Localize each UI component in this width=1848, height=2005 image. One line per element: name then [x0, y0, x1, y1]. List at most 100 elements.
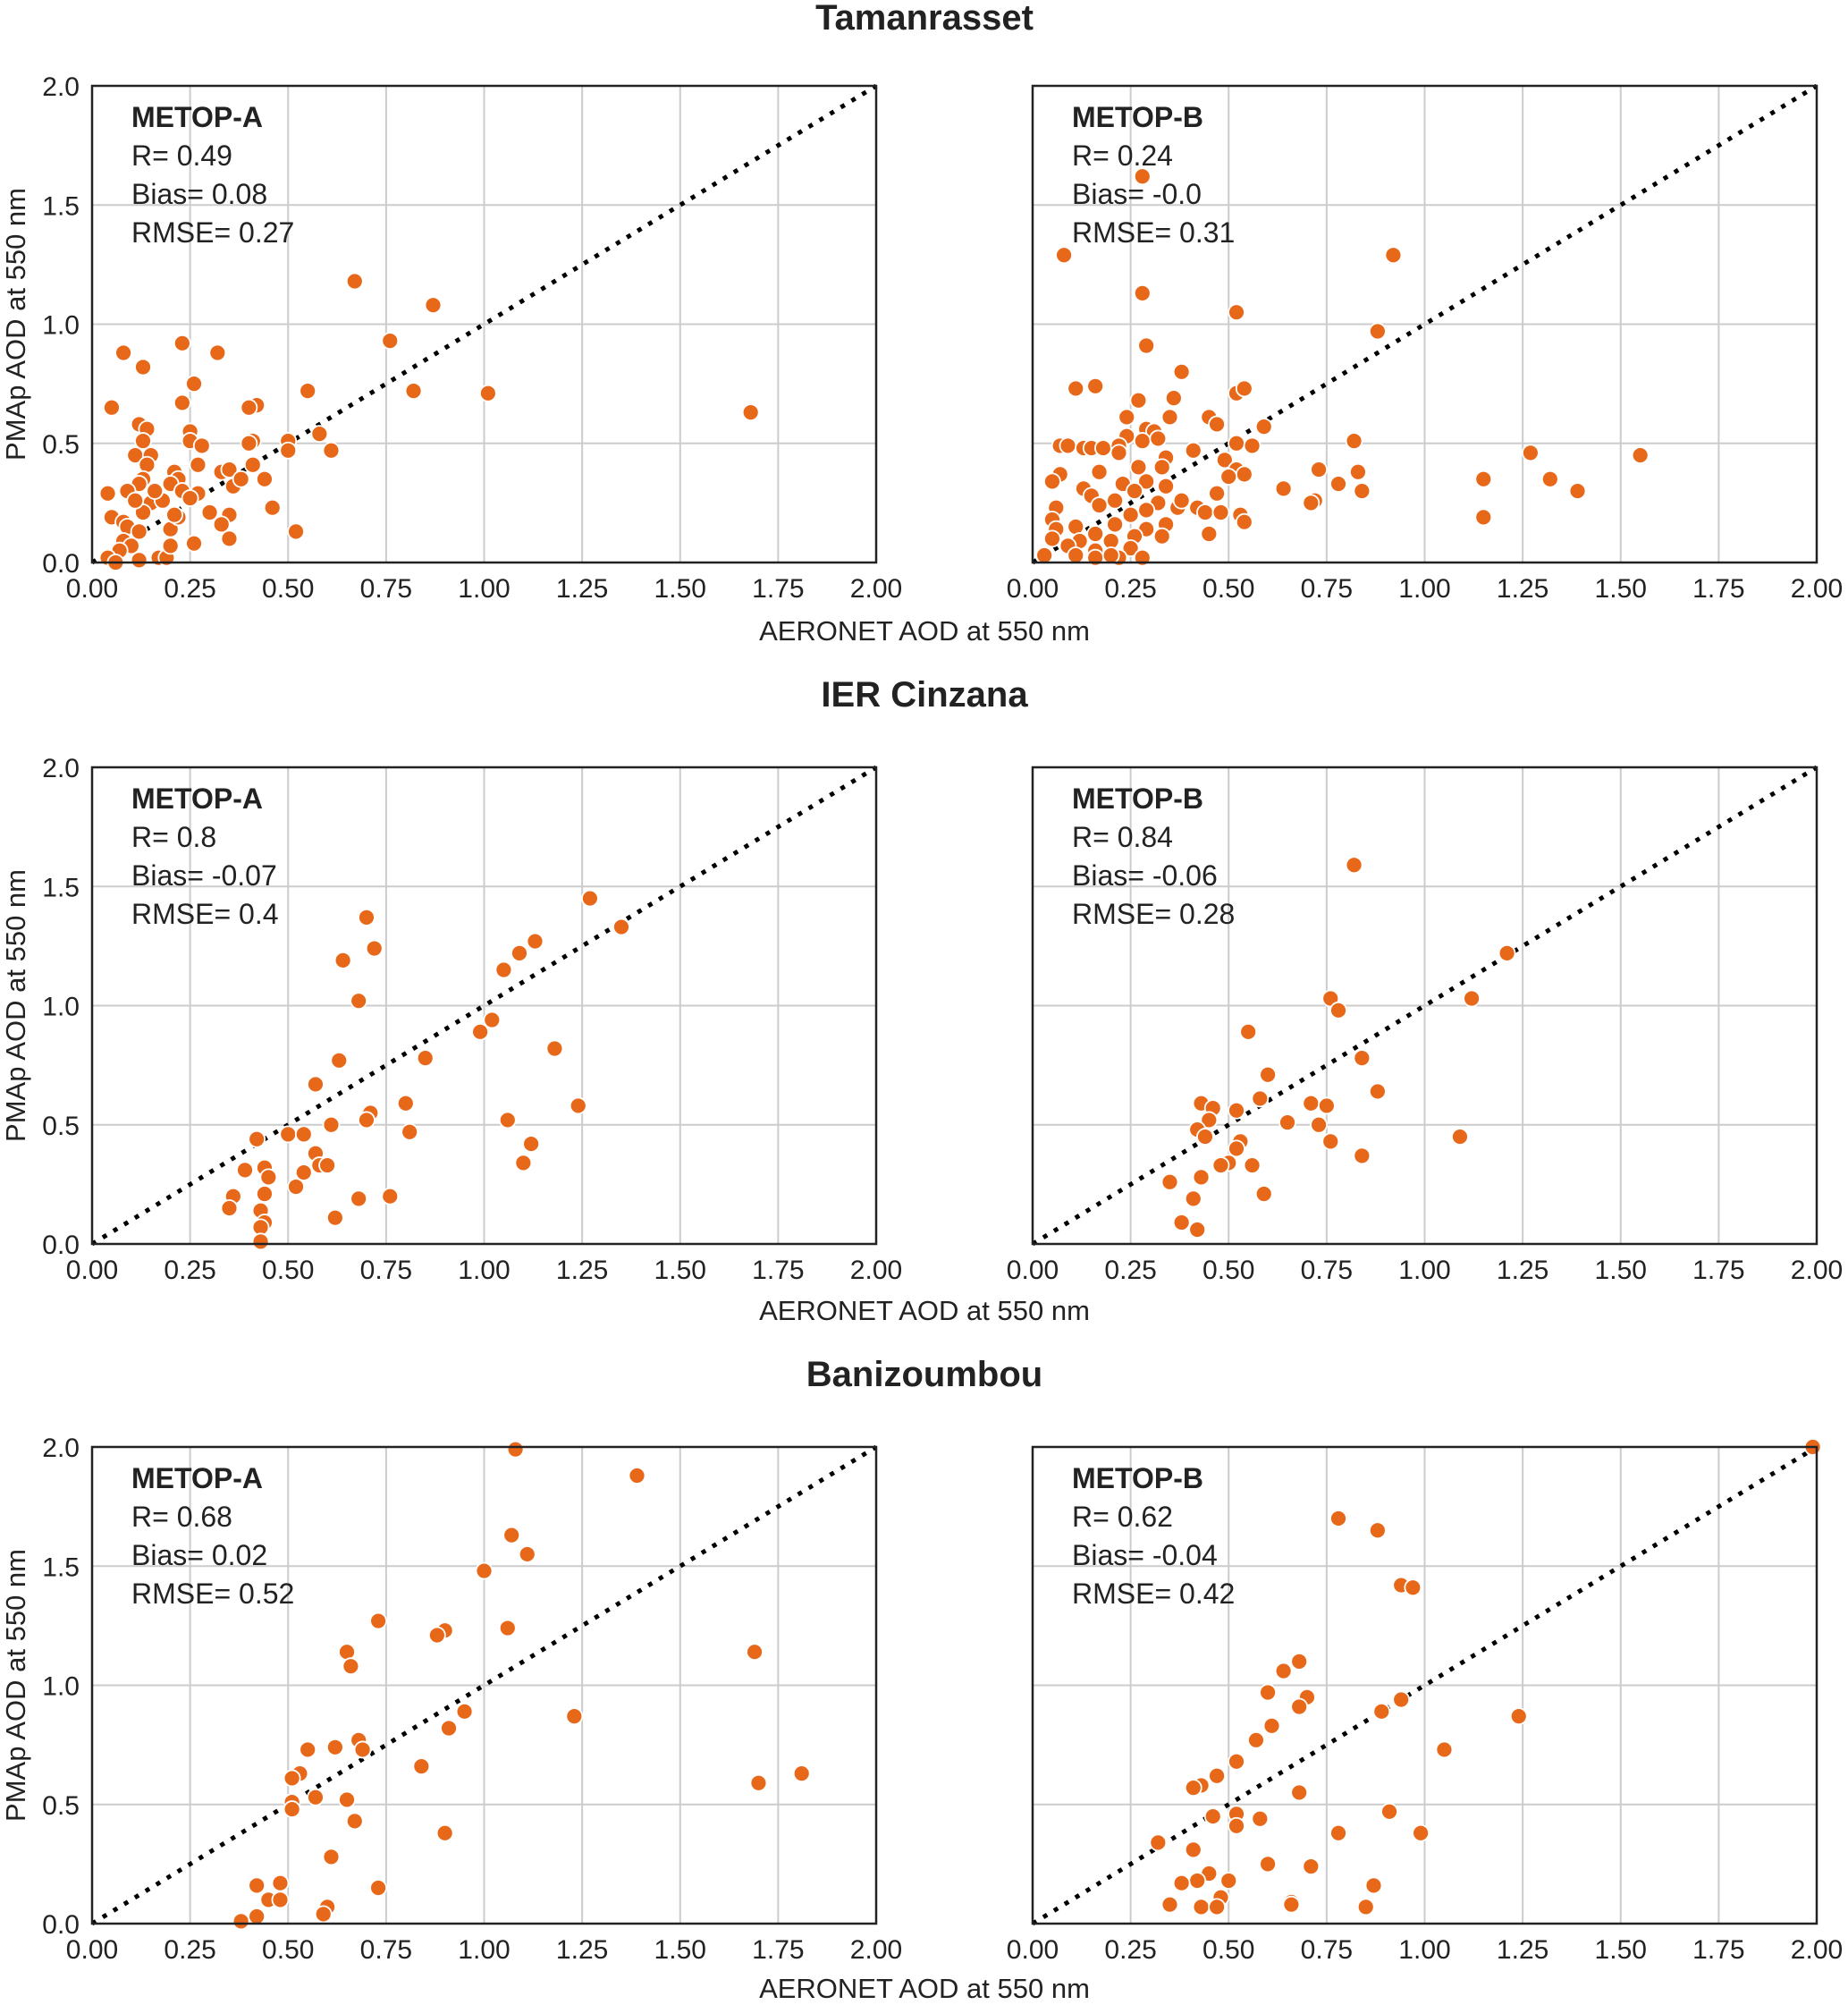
- data-point: [483, 1011, 502, 1029]
- data-point: [1364, 1876, 1383, 1895]
- data-point: [498, 1619, 517, 1637]
- site-title: Banizoumbou: [806, 1355, 1042, 1394]
- data-point: [130, 522, 148, 541]
- scatter-panel-metop-a: 0.00 0.25 0.50 0.75 1.00 1.25 1.50 1.75 2.00 0.0 0…: [42, 754, 902, 1285]
- satellite-label: METOP-B: [1072, 101, 1203, 133]
- data-point: [1043, 472, 1061, 491]
- plot-frame: [90, 84, 878, 564]
- stat-rmse-label: RMSE=: [131, 1578, 239, 1610]
- data-point: [424, 296, 443, 315]
- scatter-panel-metop-b: 0.00 0.25 0.50 0.75 1.00 1.25 1.50 1.75 2.00 METO…: [1007, 765, 1843, 1285]
- stat-bias-label: Bias=: [1072, 1539, 1152, 1571]
- data-point: [440, 1719, 458, 1738]
- data-point: [1192, 1168, 1211, 1187]
- data-point: [1160, 408, 1179, 427]
- data-point: [1392, 1690, 1411, 1709]
- data-point: [1200, 525, 1219, 543]
- y-tick-label: 0.0: [42, 1910, 80, 1940]
- data-point: [1129, 391, 1148, 410]
- stat-r: R= 0.68: [131, 1501, 232, 1533]
- site-title: Tamanrasset: [815, 0, 1034, 38]
- y-tick-label: 0.5: [42, 1112, 80, 1141]
- stat-rmse: RMSE= 0.31: [1072, 216, 1235, 249]
- data-point: [1184, 1189, 1202, 1208]
- plot-frame: [90, 1445, 878, 1925]
- data-point: [1329, 1823, 1347, 1842]
- data-point: [1090, 462, 1109, 481]
- data-point: [1200, 1111, 1219, 1129]
- data-point: [1152, 458, 1171, 477]
- stat-bias-value: 0.02: [212, 1539, 267, 1571]
- satellite-label: METOP-A: [131, 1462, 263, 1494]
- data-point: [1251, 1089, 1270, 1108]
- data-point: [1228, 434, 1245, 453]
- data-point: [1317, 1096, 1336, 1115]
- data-point: [1137, 336, 1156, 355]
- data-point: [1219, 1872, 1238, 1890]
- data-point: [173, 393, 191, 412]
- data-point: [342, 1657, 360, 1676]
- y-tick-label: 2.0: [42, 1434, 80, 1463]
- data-point: [1345, 856, 1363, 875]
- data-point: [1353, 1049, 1371, 1068]
- stat-rmse-value: 0.28: [1179, 898, 1235, 930]
- data-point: [1192, 1898, 1211, 1916]
- data-point: [185, 534, 203, 553]
- x-tick-label: 0.50: [1202, 1256, 1254, 1285]
- data-point: [1094, 439, 1112, 457]
- x-tick-label: 0.75: [360, 574, 412, 604]
- data-point: [1368, 1082, 1387, 1101]
- x-tick-label: 0.25: [1104, 1256, 1156, 1285]
- data-point: [1259, 1855, 1277, 1874]
- data-point: [1243, 436, 1262, 455]
- data-point: [502, 1526, 521, 1544]
- stat-bias: Bias= -0.06: [1072, 859, 1218, 892]
- data-point: [130, 551, 148, 570]
- one-to-one-line: [90, 83, 878, 565]
- x-tick-label: 1.50: [1595, 574, 1647, 604]
- stat-rmse-label: RMSE=: [1072, 1578, 1179, 1610]
- data-point: [325, 1738, 344, 1756]
- stat-bias: Bias= 0.02: [131, 1539, 267, 1571]
- data-point: [1172, 491, 1191, 510]
- data-point: [1310, 461, 1329, 478]
- y-tick-label: 2.0: [42, 72, 80, 102]
- satellite-label: METOP-A: [131, 783, 263, 815]
- data-point: [161, 537, 180, 555]
- x-tick-label: 1.75: [752, 574, 804, 604]
- stat-r-value: 0.8: [177, 821, 216, 853]
- site-title: IER Cinzana: [821, 675, 1028, 715]
- x-tick-label: 0.25: [164, 1935, 215, 1965]
- data-point: [271, 1891, 290, 1909]
- data-point: [294, 1163, 313, 1181]
- data-point: [98, 484, 117, 503]
- data-point: [185, 375, 203, 393]
- stat-bias: Bias= -0.07: [131, 859, 277, 892]
- data-point: [1251, 1809, 1270, 1828]
- data-point: [1067, 546, 1085, 564]
- data-point: [1090, 496, 1109, 514]
- data-point: [212, 515, 231, 534]
- x-tick-label: 1.00: [1398, 1256, 1450, 1285]
- scatter-panel-metop-b: 0.00 0.25 0.50 0.75 1.00 1.25 1.50 1.75 2.00 METO…: [1007, 1438, 1843, 1965]
- data-point: [240, 398, 258, 417]
- stat-bias: Bias= -0.0: [1072, 178, 1202, 210]
- x-tick-label: 1.00: [458, 1256, 510, 1285]
- x-tick-label: 1.75: [752, 1256, 804, 1285]
- data-point: [1356, 1898, 1375, 1916]
- data-point: [381, 1187, 400, 1206]
- data-point: [569, 1096, 587, 1115]
- data-point: [1137, 501, 1156, 520]
- x-tick-label: 0.00: [1007, 1935, 1059, 1965]
- x-tick-label: 1.50: [1595, 1935, 1647, 1965]
- x-tick-label: 0.50: [1202, 574, 1254, 604]
- data-point: [1239, 1022, 1258, 1041]
- x-tick-label: 0.75: [360, 1935, 412, 1965]
- data-point: [518, 1545, 536, 1563]
- x-tick-label: 2.00: [850, 1256, 902, 1285]
- stat-rmse-label: RMSE=: [1072, 898, 1179, 930]
- data-point: [1380, 1802, 1398, 1821]
- data-point: [427, 1626, 446, 1645]
- x-tick-label: 1.25: [1497, 1935, 1548, 1965]
- data-point: [1235, 465, 1253, 484]
